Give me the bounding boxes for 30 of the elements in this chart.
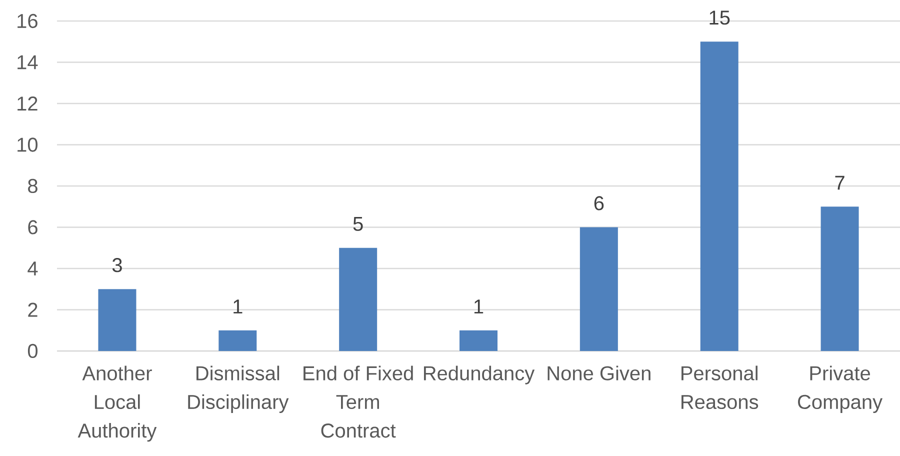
bar <box>820 206 859 351</box>
data-label: 1 <box>234 300 242 314</box>
data-label: 5 <box>353 216 363 231</box>
bar <box>580 227 618 351</box>
bar <box>218 330 257 351</box>
bar <box>339 248 378 351</box>
x-tick-label: End of Fixed Term Contract <box>304 366 413 438</box>
bar <box>460 330 498 351</box>
y-tick-label: 12 <box>18 96 38 110</box>
x-tick-label: Another Local Authority <box>78 366 157 442</box>
bar <box>700 42 738 351</box>
y-tick-label: 8 <box>28 178 38 194</box>
y-tick-label: 2 <box>28 302 38 317</box>
x-tick-label: Dismissal Disciplinary <box>188 366 289 413</box>
data-label: 3 <box>112 258 122 272</box>
y-tick-label: 16 <box>18 14 38 28</box>
data-label: 6 <box>594 196 604 210</box>
y-tick-label: 0 <box>28 344 38 358</box>
data-label: 7 <box>835 176 844 190</box>
y-tick-label: 10 <box>18 138 38 152</box>
y-tick-label: 4 <box>28 262 38 276</box>
bar <box>98 289 136 351</box>
y-tick-label: 6 <box>28 220 38 234</box>
x-tick-label: Redundancy <box>424 366 535 384</box>
data-label: 1 <box>474 300 484 314</box>
y-tick-label: 14 <box>18 55 38 70</box>
data-label: 15 <box>710 10 730 25</box>
x-tick-label: Personal Reasons <box>682 366 758 410</box>
x-tick-label: Private Company <box>798 366 883 413</box>
x-tick-label: None Given <box>548 366 650 380</box>
